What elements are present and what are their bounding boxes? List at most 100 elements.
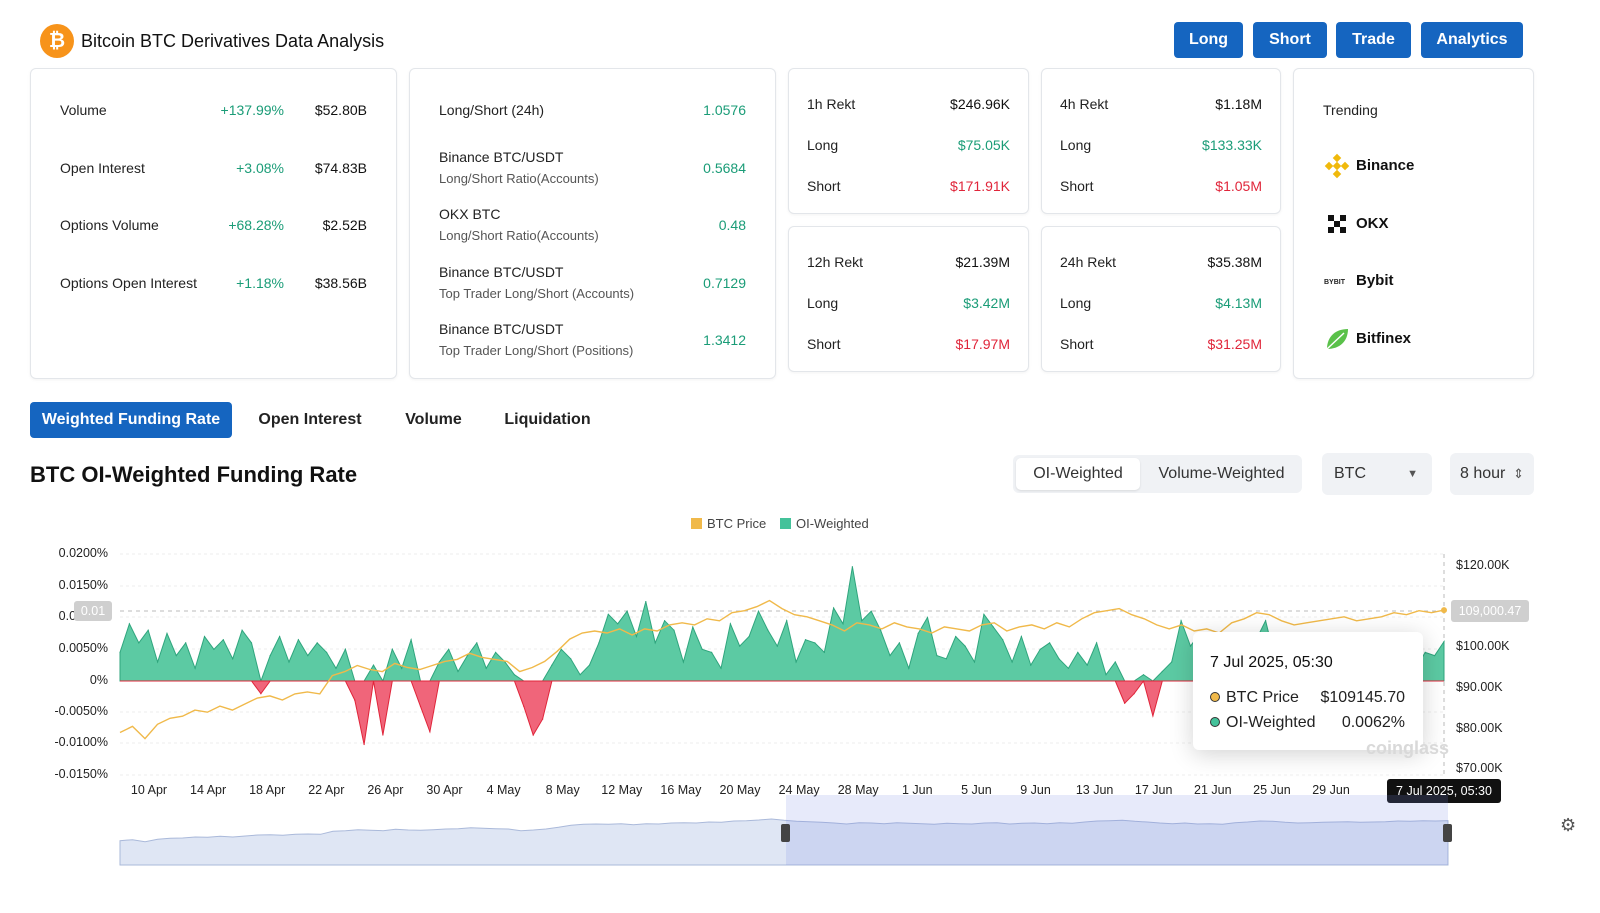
ratio-value: 0.5684	[703, 160, 746, 176]
tooltip-price-value: $109145.70	[1320, 689, 1405, 706]
x-axis-tick: 22 Apr	[308, 783, 345, 797]
tooltip-price-row: BTC Price $109145.70	[1210, 689, 1405, 707]
x-axis-tick: 1 Jun	[902, 783, 933, 797]
market-change: +137.99%	[220, 102, 284, 118]
oi-weighted-point	[232, 658, 234, 660]
ratio-sublabel: Top Trader Long/Short (Accounts)	[439, 286, 635, 301]
oi-weighted-point	[776, 645, 778, 647]
rekt-short-label: Short	[1060, 178, 1094, 194]
ratio-row: OKX BTC Long/Short Ratio(Accounts) 0.48	[410, 206, 775, 246]
y-axis-left-tick: 0.0150%	[58, 578, 108, 592]
ratio-sublabel: Long/Short Ratio(Accounts)	[439, 171, 599, 186]
tab-volume[interactable]: Volume	[405, 411, 462, 428]
oi-weighted-point	[898, 642, 901, 644]
tooltip-price-label: BTC Price	[1226, 689, 1299, 706]
legend-swatch	[691, 518, 702, 529]
interval-select-value: 8 hour	[1460, 465, 1506, 482]
oi-weighted-point	[429, 731, 431, 733]
oi-weighted-point	[1105, 674, 1107, 676]
tab-liquidation[interactable]: Liquidation	[504, 411, 591, 428]
oi-weighted-point	[382, 734, 384, 736]
range-handle-left[interactable]	[781, 824, 790, 842]
oi-weighted-point	[842, 623, 844, 625]
rekt-long-value: $133.33K	[1202, 137, 1262, 153]
trending-item-okx[interactable]: OKX	[1324, 211, 1389, 237]
market-change: +68.28%	[228, 217, 284, 233]
range-slider[interactable]	[0, 790, 1600, 870]
oi-weighted-point	[307, 655, 309, 657]
ratio-label: Long/Short (24h)	[439, 102, 545, 118]
long-button[interactable]: Long	[1174, 22, 1243, 58]
oi-weighted-point	[757, 610, 760, 612]
oi-weighted-point	[542, 718, 544, 720]
oi-weighted-point	[673, 629, 675, 631]
rekt-long-label: Long	[1060, 137, 1092, 153]
settings-gear-icon[interactable]: ⚙	[1560, 815, 1577, 835]
legend-btc-price[interactable]: BTC Price	[691, 516, 766, 531]
oi-weighted-point	[269, 655, 271, 657]
oi-weighted-point	[626, 610, 628, 612]
x-crosshair-tag: 7 Jul 2025, 05:30	[1387, 779, 1501, 803]
x-axis-tick: 29 Jun	[1312, 783, 1350, 797]
ratio-value: 0.48	[718, 217, 746, 233]
ratio-label: Binance BTC/USDT	[439, 264, 564, 280]
tab-open-interest[interactable]: Open Interest	[258, 411, 362, 428]
oi-weighted-point	[157, 661, 159, 663]
oi-weighted-point	[316, 642, 318, 644]
x-axis-tick: 17 Jun	[1134, 783, 1173, 797]
market-change: +1.18%	[236, 275, 284, 291]
rekt-card-12h: 12h Rekt $21.39M Long $3.42M Short $17.9…	[788, 226, 1029, 372]
rekt-short-value: $171.91K	[950, 178, 1010, 194]
ratio-value: 1.0576	[703, 102, 746, 118]
oi-weighted-point	[711, 651, 713, 653]
oi-weighted-point	[222, 639, 224, 641]
oi-weighted-point	[851, 566, 854, 568]
oi-weighted-point	[804, 639, 807, 641]
coin-select[interactable]: BTC ▼	[1322, 453, 1432, 495]
market-label: Options Volume	[60, 217, 159, 233]
y-crosshair-tag: 0.01	[74, 601, 112, 621]
x-axis-tick: 24 May	[778, 783, 820, 797]
oi-weighted-point	[964, 645, 966, 647]
oi-weighted-point	[635, 635, 638, 638]
oi-weighted-toggle[interactable]: OI-Weighted	[1016, 458, 1140, 490]
oi-weighted-point	[1180, 620, 1182, 622]
rekt-card-4h: 4h Rekt $1.18M Long $133.33K Short $1.05…	[1041, 68, 1281, 214]
oi-weighted-point	[1161, 670, 1163, 673]
oi-weighted-point	[1096, 642, 1098, 644]
rekt-long-value: $3.42M	[963, 295, 1010, 311]
trending-item-bitfinex[interactable]: Bitfinex	[1324, 326, 1411, 352]
analytics-button[interactable]: Analytics	[1421, 22, 1523, 58]
oi-weighted-point	[288, 661, 290, 663]
oi-weighted-point	[523, 705, 525, 707]
interval-select[interactable]: 8 hour ⇕	[1450, 453, 1534, 495]
oi-weighted-point	[260, 693, 262, 695]
oi-weighted-point	[973, 661, 976, 663]
trending-item-binance[interactable]: Binance	[1324, 153, 1414, 179]
trade-button[interactable]: Trade	[1336, 22, 1411, 58]
x-axis-tick: 13 Jun	[1075, 783, 1114, 797]
legend-label: OI-Weighted	[796, 516, 869, 531]
oi-weighted-point	[1077, 651, 1079, 653]
oi-weighted-point	[175, 655, 177, 657]
market-label: Open Interest	[60, 160, 145, 176]
legend-oi-weighted[interactable]: OI-Weighted	[780, 516, 869, 531]
ratio-row: Binance BTC/USDT Top Trader Long/Short (…	[410, 321, 775, 361]
y-axis-right-tick: $100.00K	[1456, 639, 1510, 653]
trending-item-bybit[interactable]: BYBIT Bybit	[1324, 268, 1394, 294]
volume-weighted-toggle[interactable]: Volume-Weighted	[1158, 465, 1285, 482]
oi-weighted-point	[476, 642, 478, 644]
rekt-long-label: Long	[807, 137, 839, 153]
range-selection[interactable]	[786, 795, 1448, 865]
oi-weighted-point	[570, 658, 572, 660]
oi-weighted-point	[654, 642, 656, 644]
tab-weighted-funding-rate[interactable]: Weighted Funding Rate	[30, 402, 232, 438]
oi-weighted-point	[485, 667, 487, 669]
range-handle-right[interactable]	[1443, 824, 1452, 842]
short-button[interactable]: Short	[1253, 22, 1327, 58]
oi-weighted-point	[185, 642, 187, 644]
ratio-sublabel: Top Trader Long/Short (Positions)	[439, 343, 634, 358]
oi-weighted-point	[326, 651, 328, 653]
ratio-value: 0.7129	[703, 275, 746, 291]
rekt-title: 4h Rekt	[1060, 96, 1109, 112]
